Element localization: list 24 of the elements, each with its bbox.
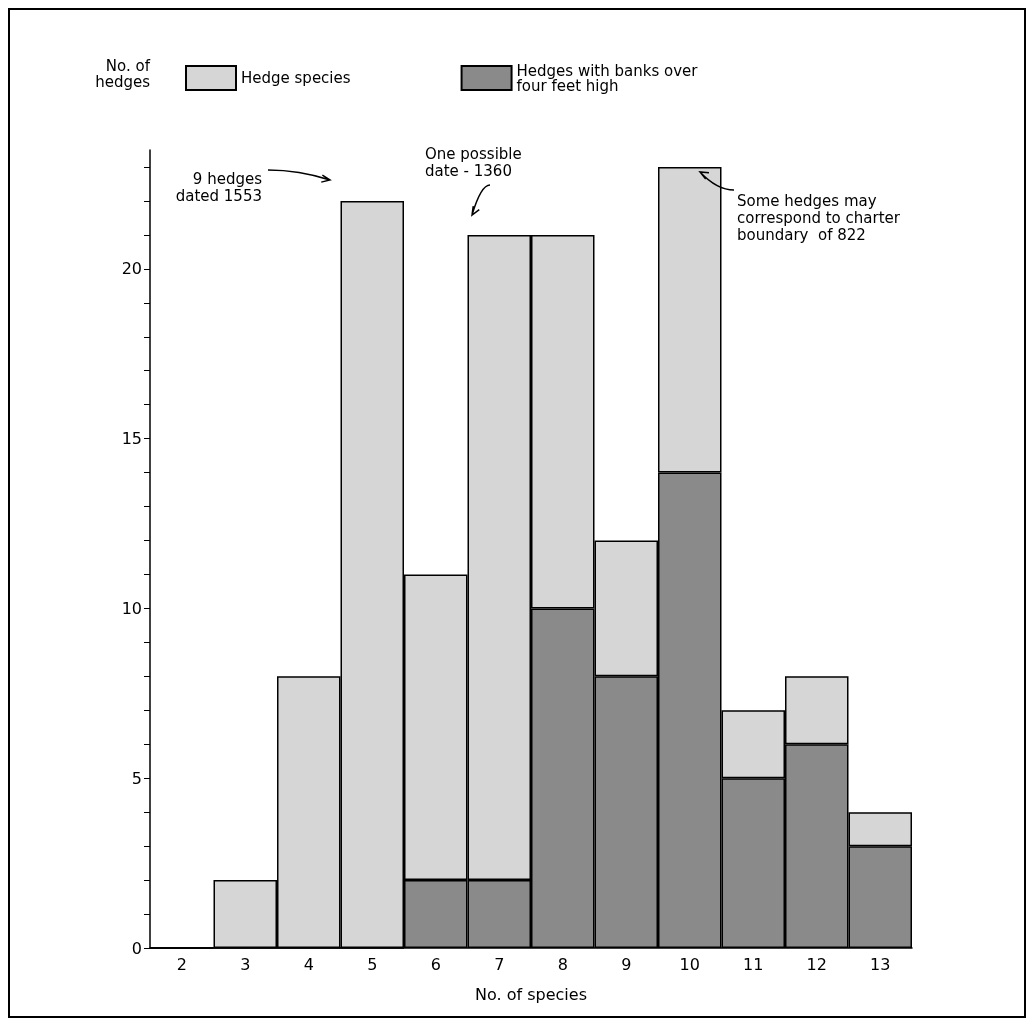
y-tick-label: 10: [121, 598, 142, 618]
x-tick-label: 6: [430, 954, 441, 974]
legend-label: Hedge species: [241, 69, 351, 87]
x-tick-label: 2: [176, 954, 187, 974]
annotation: 9 hedges dated 1553: [175, 169, 263, 205]
legend-label: Hedges with banks over four feet high: [516, 61, 699, 95]
x-tick-label: 7: [494, 954, 505, 974]
x-tick-label: 10: [679, 954, 700, 974]
x-tick-label: 3: [240, 954, 251, 974]
x-tick-label: 8: [557, 954, 568, 974]
x-axis-title: No. of species: [475, 984, 587, 1004]
x-tick-label: 12: [806, 954, 827, 974]
y-axis-title: No. of hedges: [95, 57, 151, 91]
annotation: Some hedges may correspond to charter boundary of 822: [737, 191, 901, 244]
y-tick-label: 20: [121, 259, 142, 279]
x-tick-label: 13: [870, 954, 891, 974]
x-tick-label: 4: [303, 954, 314, 974]
x-tick-label: 9: [621, 954, 632, 974]
x-tick-label: 11: [743, 954, 764, 974]
y-tick-label: 0: [131, 938, 142, 958]
x-tick-label: 5: [367, 954, 378, 974]
annotation: One possible date - 1360: [425, 144, 522, 180]
y-tick-label: 5: [131, 768, 142, 788]
y-tick-label: 15: [121, 429, 142, 449]
